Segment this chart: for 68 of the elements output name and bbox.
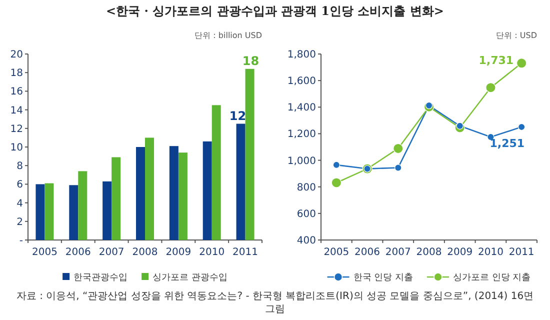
- x-tick-label: 2008: [416, 247, 442, 258]
- point: [331, 178, 342, 188]
- bar: [236, 124, 246, 240]
- bar: [36, 184, 45, 240]
- y-tick-label: 20: [10, 50, 23, 60]
- x-tick-label: 2011: [508, 247, 534, 258]
- y-tick-label: 12: [10, 124, 23, 135]
- data-label: 12: [229, 108, 246, 123]
- bar: [112, 157, 121, 240]
- x-tick-label: 2007: [98, 247, 124, 258]
- x-tick-label: 2005: [324, 247, 350, 258]
- y-tick-label: 600: [296, 208, 316, 220]
- point: [393, 143, 404, 154]
- y-tick-label: 1,400: [287, 102, 316, 114]
- bar: [78, 171, 88, 240]
- point: [518, 123, 526, 131]
- data-label: 1,251: [490, 136, 525, 150]
- x-tick-label: 2007: [385, 247, 411, 258]
- legend-label: 싱가포르 관광수입: [152, 273, 228, 283]
- bar: [202, 141, 212, 240]
- bar: [245, 68, 254, 240]
- legend-label: 한국관광수입: [74, 273, 128, 283]
- y-tick-label: 1,800: [287, 50, 316, 60]
- point: [516, 58, 527, 68]
- y-tick-label: 1,600: [287, 76, 316, 88]
- x-tick-label: 2008: [132, 247, 158, 258]
- y-tick-label: 1,200: [287, 129, 316, 140]
- bar: [145, 138, 154, 240]
- bar: [169, 146, 178, 240]
- text: 단위 : USD: [496, 31, 537, 40]
- bar: [44, 183, 54, 240]
- bar: [69, 185, 78, 240]
- y-tick-label: 1,000: [287, 156, 316, 167]
- bar: [136, 147, 145, 240]
- y-tick-label: 800: [296, 182, 316, 194]
- y-tick-label: 18: [10, 68, 23, 80]
- legend-label: 한국 인당 지출: [353, 273, 413, 283]
- y-tick-label: 10: [10, 142, 23, 154]
- x-tick-label: 2006: [354, 247, 380, 258]
- point: [456, 122, 464, 130]
- point: [394, 164, 402, 172]
- y-tick-label: 14: [10, 105, 23, 116]
- x-tick-label: 2010: [199, 247, 225, 258]
- y-tick-label: 4: [16, 198, 23, 210]
- legend-label: 싱가포르 인당 지출: [453, 273, 531, 283]
- y-tick-label: 400: [296, 236, 316, 246]
- x-tick-label: 2006: [65, 247, 91, 258]
- data-label: 1,731: [478, 54, 514, 68]
- text: 단위 : billion USD: [194, 31, 262, 40]
- chart-title: <한국 · 싱가포르의 관광수입과 관광객 1인당 소비지출 변화>: [105, 3, 445, 20]
- bar: [178, 152, 188, 240]
- bar: [102, 181, 112, 240]
- x-tick-label: 2010: [478, 247, 504, 258]
- point: [425, 102, 433, 110]
- x-tick-label: 2009: [447, 247, 473, 258]
- x-tick-label: 2011: [232, 247, 258, 258]
- text: 자료 : 이응석, “관광산업 성장을 위한 역동요소는? - 한국형 복합리조트(IR)의 성공 모델을 중심으로”, (2014) 16면 그림: [15, 290, 535, 316]
- y-tick-label: 8: [16, 161, 23, 172]
- bar: [212, 105, 221, 240]
- point: [332, 161, 340, 169]
- x-tick-label: 2009: [166, 247, 192, 258]
- y-tick-label: -: [19, 236, 24, 246]
- y-tick-label: 6: [16, 180, 23, 191]
- x-tick-label: 2005: [32, 247, 58, 258]
- point: [486, 82, 496, 93]
- y-tick-label: 2: [16, 216, 23, 228]
- data-label: 18: [242, 54, 260, 68]
- y-tick-label: 16: [10, 86, 23, 98]
